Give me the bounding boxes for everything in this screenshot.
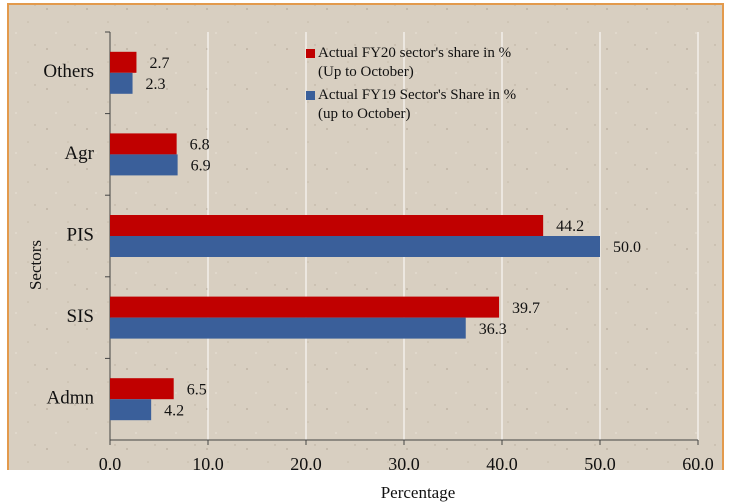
value-label: 39.7 xyxy=(512,300,540,317)
y-tick-label: Others xyxy=(43,61,94,82)
value-label: 2.7 xyxy=(149,55,169,72)
bar xyxy=(110,296,500,318)
value-label: 6.5 xyxy=(187,381,207,398)
value-label: 50.0 xyxy=(613,239,641,256)
bar xyxy=(110,399,152,421)
legend-label: Actual FY19 Sector's Share in % (up to O… xyxy=(318,87,517,122)
x-tick-label: 60.0 xyxy=(682,454,714,474)
x-axis-label: Percentage xyxy=(381,483,456,502)
legend-entry: Actual FY20 sector's share in % (Up to O… xyxy=(318,45,512,80)
x-tick-label: 50.0 xyxy=(584,454,616,474)
y-tick-label: PIS xyxy=(67,224,94,245)
y-axis-label: Sectors xyxy=(26,240,45,290)
bar xyxy=(110,215,544,236)
value-label: 36.3 xyxy=(479,321,507,338)
x-tick-label: 30.0 xyxy=(388,454,420,474)
x-tick-label: 20.0 xyxy=(290,454,322,474)
value-label: 2.3 xyxy=(146,76,166,93)
bar xyxy=(110,133,177,155)
x-tick-label: 10.0 xyxy=(192,454,224,474)
x-tick-label: 0.0 xyxy=(99,454,122,474)
legend-swatch xyxy=(306,49,315,58)
value-label: 44.2 xyxy=(556,218,584,235)
x-tick-label: 40.0 xyxy=(486,454,518,474)
value-label: 6.8 xyxy=(190,137,210,154)
bar xyxy=(110,154,178,176)
bar xyxy=(110,378,174,400)
value-label: 6.9 xyxy=(191,158,211,175)
y-tick-label: Agr xyxy=(64,143,94,164)
y-tick-label: SIS xyxy=(67,306,94,327)
bar xyxy=(110,51,137,73)
value-label: 4.2 xyxy=(164,402,184,419)
y-tick-label: Admn xyxy=(47,388,95,409)
bar xyxy=(110,317,466,339)
legend-entry: Actual FY19 Sector's Share in % (up to O… xyxy=(318,87,517,122)
bar xyxy=(110,236,600,257)
bar xyxy=(110,72,133,94)
legend-swatch xyxy=(306,91,315,100)
legend-label: Actual FY20 sector's share in % (Up to O… xyxy=(318,45,512,80)
outer-background xyxy=(0,470,733,504)
